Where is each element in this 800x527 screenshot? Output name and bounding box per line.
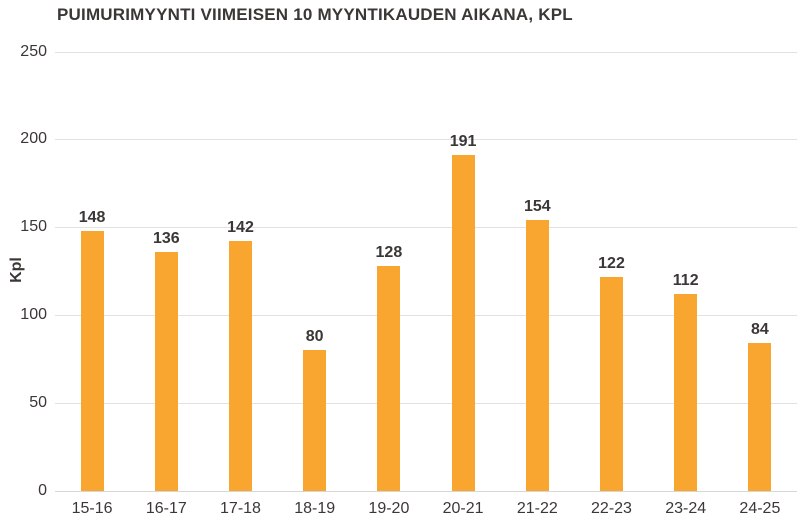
x-tick-label-16-17: 16-17 (145, 500, 187, 517)
bar-20-21 (451, 155, 475, 491)
value-label-22-23: 122 (598, 254, 625, 272)
y-tick-label-200: 200 (20, 130, 47, 148)
x-tick-label-18-19: 18-19 (294, 500, 336, 517)
bar-19-20 (377, 265, 401, 491)
bar-23-24 (674, 294, 698, 491)
x-tick-label-22-23: 22-23 (591, 500, 632, 517)
y-axis-title: Kpl (8, 257, 25, 283)
gridline-150 (55, 227, 797, 229)
gridline-200 (55, 139, 797, 141)
gridline-250 (55, 51, 797, 53)
value-label-15-16: 148 (78, 208, 106, 226)
y-tick-label-50: 50 (29, 394, 47, 412)
value-label-17-18: 142 (227, 219, 254, 237)
value-label-24-25: 84 (750, 321, 769, 339)
gridline-100 (55, 315, 797, 317)
y-tick-label-0: 0 (38, 482, 47, 499)
value-label-21-22: 154 (523, 198, 551, 216)
bar-21-22 (525, 220, 549, 491)
bar-15-16 (80, 230, 104, 491)
x-tick-label-15-16: 15-16 (71, 500, 113, 517)
bar-24-25 (748, 343, 772, 491)
bar-22-23 (600, 276, 623, 491)
x-tick-label-19-20: 19-20 (368, 500, 410, 517)
chart-title: PUIMURIMYYNTI VIIMEISEN 10 MYYNTIKAUDEN … (57, 5, 573, 24)
gridline-0 (55, 491, 797, 492)
y-tick-label-100: 100 (20, 306, 47, 324)
bar-18-19 (303, 350, 327, 491)
y-tick-label-150: 150 (20, 218, 47, 236)
x-tick-label-21-22: 21-22 (516, 500, 558, 517)
x-tick-label-17-18: 17-18 (220, 500, 261, 517)
x-tick-label-20-21: 20-21 (442, 500, 484, 517)
value-label-20-21: 191 (449, 133, 477, 151)
x-tick-label-24-25: 24-25 (739, 500, 781, 517)
value-label-18-19: 80 (305, 328, 324, 346)
y-tick-label-250: 250 (20, 42, 47, 60)
value-label-16-17: 136 (152, 229, 180, 247)
gridline-50 (55, 403, 797, 405)
bar-17-18 (229, 241, 252, 491)
x-tick-label-23-24: 23-24 (665, 500, 707, 517)
value-label-19-20: 128 (375, 243, 403, 261)
bar-16-17 (154, 251, 178, 491)
value-label-23-24: 112 (672, 272, 699, 290)
